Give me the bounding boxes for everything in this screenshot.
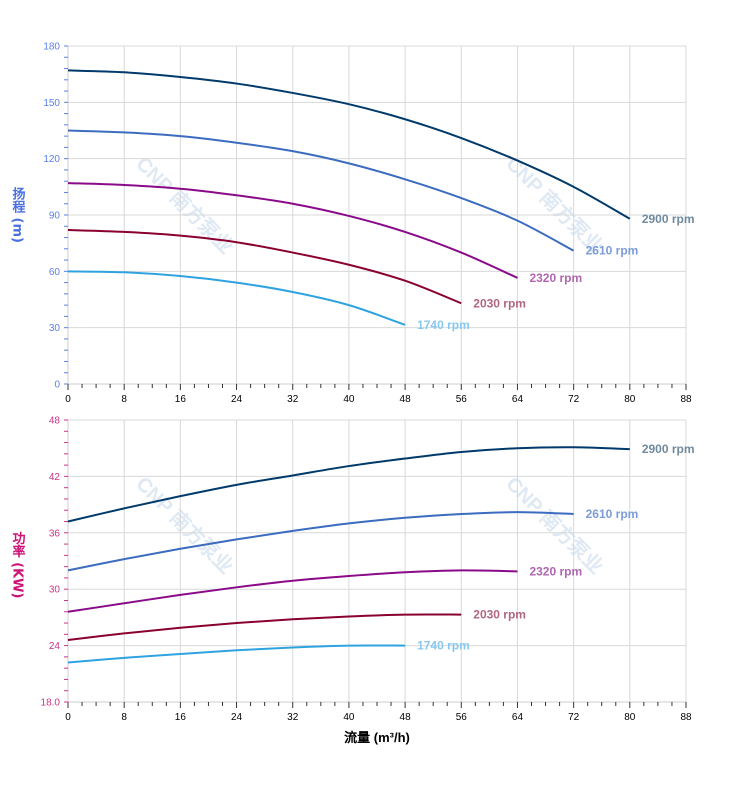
x-tick-label: 24: [231, 712, 243, 723]
series-line-2610-rpm: [67, 511, 574, 572]
series-label: 2610 rpm: [586, 507, 639, 521]
series-label: 2900 rpm: [642, 442, 695, 456]
y-tick-label: 18.0: [41, 698, 61, 709]
x-tick-label: 16: [175, 712, 187, 723]
x-tick-label: 72: [568, 712, 580, 723]
series-line-2900-rpm: [67, 69, 631, 220]
x-tick-label: 8: [121, 712, 127, 723]
y-tick-label: 150: [43, 98, 60, 109]
series-label: 2030 rpm: [473, 608, 526, 622]
x-tick-label: 64: [512, 712, 524, 723]
x-tick-label: 0: [65, 712, 71, 723]
y-tick-label: 30: [49, 585, 61, 596]
x-tick-label: 0: [65, 394, 71, 405]
series-label: 1740 rpm: [417, 318, 470, 332]
y-tick-label: 42: [49, 472, 61, 483]
x-tick-label: 72: [568, 394, 580, 405]
series-line-2610-rpm: [67, 129, 575, 252]
x-tick-label: 48: [400, 712, 412, 723]
y-tick-label: 0: [54, 380, 60, 391]
x-tick-label: 88: [680, 712, 692, 723]
x-tick-label: 40: [343, 394, 355, 405]
y-tick-label: 48: [49, 416, 61, 427]
x-tick-label: 32: [287, 712, 299, 723]
head-y-axis-title: 扬程 (m): [10, 186, 26, 243]
head-chart: 0 8 16 24 32 40 48 56 64 72 80 88 0 30 60 90 120 150 180 29…: [43, 42, 694, 406]
y-tick-label: 120: [43, 154, 60, 165]
series-line-2030-rpm: [67, 229, 462, 305]
series-line-2900-rpm: [67, 446, 630, 523]
x-tick-label: 48: [400, 394, 412, 405]
series-line-2320-rpm: [67, 182, 518, 279]
series-line-2320-rpm: [67, 569, 518, 613]
y-tick-label: 180: [43, 42, 60, 53]
x-tick-label: 80: [624, 712, 636, 723]
x-tick-label: 56: [456, 712, 468, 723]
x-tick-label: 64: [512, 394, 524, 405]
x-tick-label: 16: [175, 394, 187, 405]
x-tick-label: 32: [287, 394, 299, 405]
series-label: 1740 rpm: [417, 639, 470, 653]
series-line-1740-rpm: [67, 270, 406, 326]
series-label: 2320 rpm: [529, 271, 582, 285]
y-tick-label: 30: [49, 323, 61, 334]
watermark-logo: CNP 南方泵业: [131, 152, 238, 259]
y-tick-label: 36: [49, 528, 61, 539]
series-label: 2900 rpm: [642, 212, 695, 226]
power-y-axis-title: 功率 (KW): [10, 532, 26, 599]
y-tick-label: 24: [49, 641, 61, 652]
series-label: 2610 rpm: [586, 244, 639, 258]
series-label: 2320 rpm: [529, 564, 582, 578]
x-axis-title: 流量 (m³/h): [344, 730, 410, 745]
series-label: 2030 rpm: [473, 296, 526, 310]
y-tick-label: 90: [49, 211, 61, 222]
x-tick-label: 8: [121, 394, 127, 405]
x-tick-label: 56: [456, 394, 468, 405]
series-line-2030-rpm: [67, 613, 462, 641]
x-tick-label: 24: [231, 394, 243, 405]
x-tick-label: 80: [624, 394, 636, 405]
series-line-1740-rpm: [67, 644, 406, 664]
power-chart: 0 8 16 24 32 40 48 56 64 72 80 88 18.0 24 30 36 42 48 2900…: [41, 416, 695, 724]
x-tick-label: 40: [343, 712, 355, 723]
y-tick-label: 60: [49, 267, 61, 278]
x-tick-label: 88: [680, 394, 692, 405]
